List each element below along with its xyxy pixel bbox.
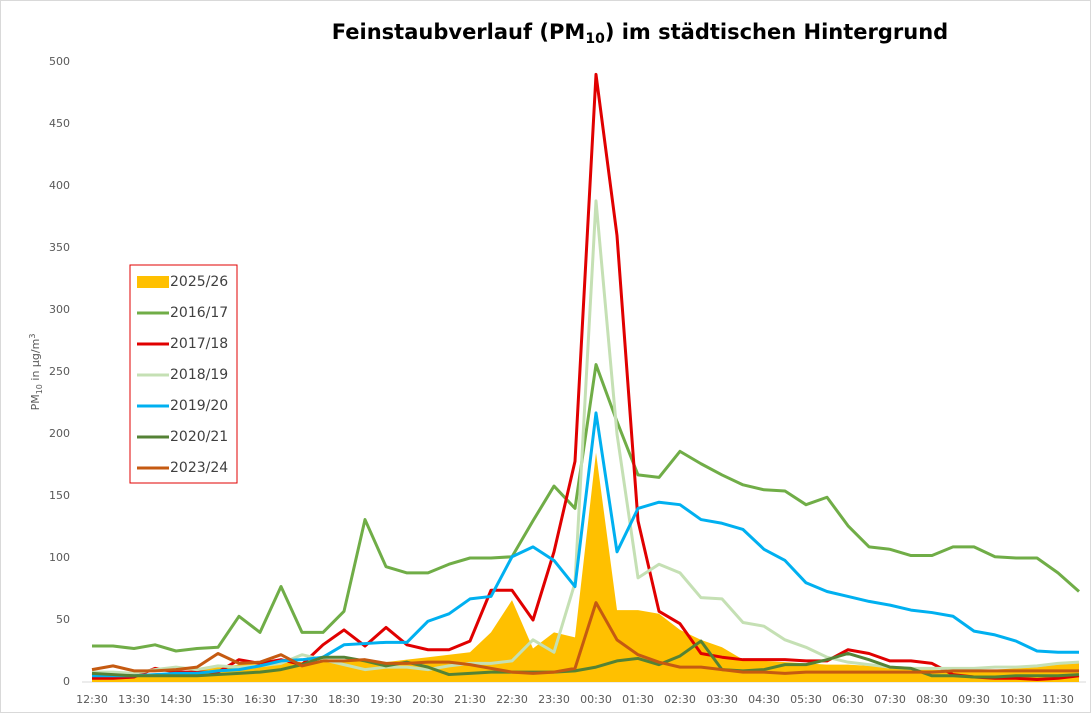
y-tick-label: 500 bbox=[49, 55, 70, 68]
x-tick-label: 12:30 bbox=[76, 693, 108, 706]
x-tick-label: 01:30 bbox=[622, 693, 654, 706]
legend-swatch bbox=[137, 276, 169, 288]
x-tick-label: 23:30 bbox=[538, 693, 570, 706]
x-tick-label: 06:30 bbox=[832, 693, 864, 706]
legend-label: 2020/21 bbox=[170, 429, 228, 445]
legend-label: 2025/26 bbox=[170, 274, 228, 290]
line bbox=[91, 639, 1080, 679]
x-tick-label: 14:30 bbox=[160, 693, 192, 706]
legend-label: 2023/24 bbox=[170, 460, 228, 476]
legend-label: 2018/19 bbox=[170, 367, 228, 383]
line bbox=[91, 601, 1079, 675]
line bbox=[92, 411, 1079, 678]
y-tick-label: 0 bbox=[63, 675, 70, 688]
x-tick-label: 07:30 bbox=[874, 693, 906, 706]
x-tick-label: 11:30 bbox=[1042, 693, 1074, 706]
x-tick-label: 03:30 bbox=[706, 693, 738, 706]
x-tick-label: 19:30 bbox=[370, 693, 402, 706]
line bbox=[92, 363, 1080, 653]
y-tick-label: 400 bbox=[49, 179, 70, 192]
area bbox=[92, 452, 1079, 682]
y-tick-label: 100 bbox=[49, 551, 70, 564]
x-tick-label: 13:30 bbox=[118, 693, 150, 706]
x-tick-label: 02:30 bbox=[664, 693, 696, 706]
y-tick-label: 450 bbox=[49, 117, 70, 130]
x-tick-label: 05:30 bbox=[790, 693, 822, 706]
x-tick-label: 22:30 bbox=[496, 693, 528, 706]
legend-label: 2016/17 bbox=[170, 305, 228, 321]
x-tick-label: 20:30 bbox=[412, 693, 444, 706]
x-tick-label: 17:30 bbox=[286, 693, 318, 706]
x-tick-label: 09:30 bbox=[958, 693, 990, 706]
x-tick-label: 08:30 bbox=[916, 693, 948, 706]
legend-label: 2017/18 bbox=[170, 336, 228, 352]
y-tick-label: 300 bbox=[49, 303, 70, 316]
x-tick-label: 18:30 bbox=[328, 693, 360, 706]
x-tick-label: 16:30 bbox=[244, 693, 276, 706]
x-tick-label: 10:30 bbox=[1000, 693, 1032, 706]
y-tick-label: 250 bbox=[49, 365, 70, 378]
x-tick-label: 04:30 bbox=[748, 693, 780, 706]
x-tick-label: 15:30 bbox=[202, 693, 234, 706]
x-tick-label: 21:30 bbox=[454, 693, 486, 706]
y-tick-label: 50 bbox=[56, 613, 70, 626]
y-tick-label: 350 bbox=[49, 241, 70, 254]
chart-title: Feinstaubverlauf (PM10) im städtischen H… bbox=[332, 20, 948, 47]
y-tick-label: 200 bbox=[49, 427, 70, 440]
legend-label: 2019/20 bbox=[170, 398, 228, 414]
y-axis-label: PM10 in µg/m3 bbox=[28, 334, 44, 411]
x-tick-label: 00:30 bbox=[580, 693, 612, 706]
y-tick-label: 150 bbox=[49, 489, 70, 502]
